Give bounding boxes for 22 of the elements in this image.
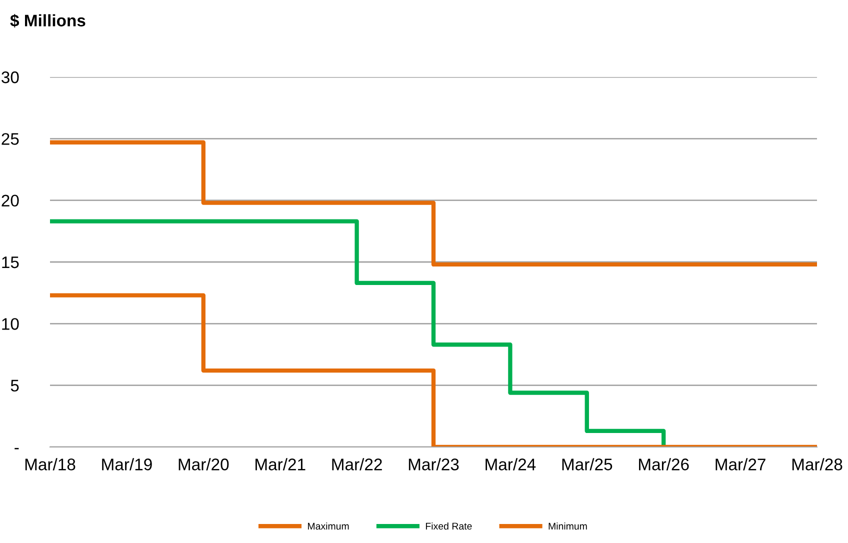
legend-label: Fixed Rate [426,522,472,530]
x-tick-label: Mar/25 [562,458,612,470]
y-tick-label: 15 [2,256,19,268]
x-tick-label: Mar/28 [792,458,842,470]
x-tick-label: Mar/20 [178,458,229,470]
y-tick-label: 5 [10,380,19,392]
y-tick-label: 30 [2,71,19,84]
legend-label: Maximum [308,522,349,530]
legend-label: Minimum [548,522,587,530]
x-tick-label: Mar/19 [102,458,152,470]
x-tick-label: Mar/27 [716,458,766,470]
y-tick-label: 10 [2,318,19,330]
x-tick-label: Mar/21 [256,458,306,470]
x-tick-label: Mar/23 [408,458,459,470]
x-tick-label: Mar/24 [486,458,536,470]
y-tick-label: 25 [2,133,19,145]
y-axis-title: $ Millions [10,14,86,28]
x-tick-label: Mar/22 [332,458,382,470]
x-tick-label: Mar/26 [639,458,689,470]
x-tick-label: Mar/18 [25,458,76,470]
y-tick-label: 20 [2,194,19,207]
y-tick-label: - [14,448,19,450]
